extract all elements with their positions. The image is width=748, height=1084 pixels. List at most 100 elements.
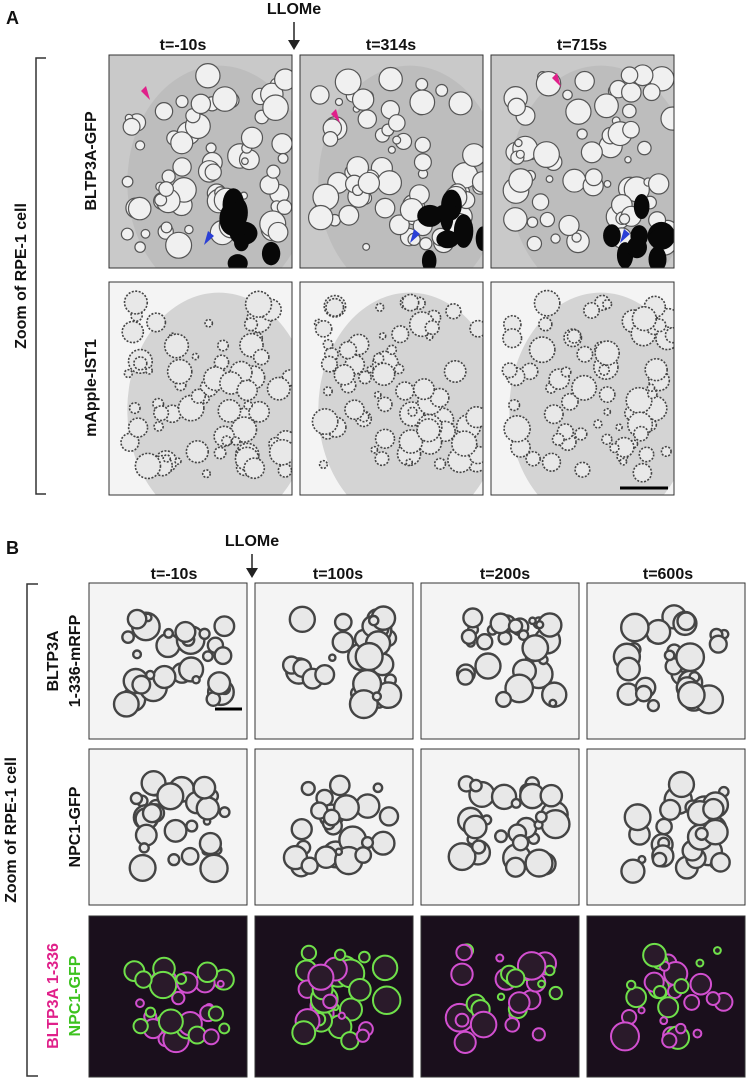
vesicle [123,290,149,315]
vesicle [443,359,467,383]
vesicle [637,1006,646,1015]
pointer-arrow [410,229,420,243]
vesicle [539,211,556,228]
vesicle [333,948,347,961]
vesicle [162,454,172,463]
vesicle [198,831,223,856]
vesicle [511,834,530,852]
vesicle [322,993,338,1010]
vesicle [216,979,225,988]
vesicle [510,797,522,809]
vesicle [277,463,292,478]
vesicle [127,196,152,221]
pointer-arrow [141,86,150,100]
vesicle [201,469,212,479]
vesicle [213,646,233,666]
vesicle [414,136,431,154]
vesicle [502,314,522,334]
vesicle [395,381,415,401]
vesicle [134,970,153,989]
micrograph [109,55,292,268]
vesicle [424,320,440,336]
vesicle [207,1005,224,1022]
vesicle [325,297,345,318]
image-frame [586,915,746,1078]
vesicle [631,305,657,332]
vesicle [156,782,185,811]
vesicle [398,429,424,454]
vesicle [651,851,668,868]
vesicle [375,302,385,312]
vesicle [267,221,289,243]
vesicle [462,814,488,840]
vesicle [354,641,384,672]
vesicle [548,985,563,1001]
vesicle [524,848,554,878]
vesicle [391,325,410,344]
micrograph [587,916,745,1077]
vesicle [371,985,402,1016]
micrograph [300,55,483,268]
vesicle [129,791,144,806]
vesicle [647,173,670,195]
vesicle [677,680,706,710]
vesicle [175,94,189,109]
vesicle [675,642,706,673]
vesicle [407,406,418,417]
vesicle [271,133,292,155]
vesicle [633,425,649,442]
vesicle [620,66,639,85]
vesicle [625,386,653,415]
image-frame [420,915,580,1078]
vesicle [141,802,163,824]
vesicle [571,232,582,243]
vesicle [358,950,371,964]
vesicle [240,126,264,149]
vesicle [160,221,173,234]
vesicle [401,293,420,312]
vesicle [562,89,573,101]
vesicle [207,671,232,696]
vesicle [358,370,372,385]
vesicle [204,163,222,181]
vesicle [134,140,146,151]
vesicle [561,392,579,411]
row-label: mApple-IST1 [83,339,100,437]
dense-puncta [475,226,483,251]
vesicle [276,199,292,215]
vesicle [574,70,595,92]
dense-puncta [633,193,650,220]
vesicle [490,783,518,811]
vesicle [236,379,259,402]
vesicle [574,427,588,441]
vesicle [598,386,616,404]
vesicle [566,329,582,344]
vesicle [334,847,344,857]
vesicle [489,612,512,635]
vesicle [419,237,433,251]
image-frame [299,54,484,269]
vesicle [243,400,253,411]
vesicle [583,301,600,319]
image-frame [586,582,746,740]
vesicle [534,810,548,824]
vesicle [331,630,355,654]
vesicle [507,398,521,412]
vesicle [300,856,319,875]
vesicle [455,943,473,962]
vesicle [412,378,436,401]
vesicle [126,608,148,630]
vesicle [163,627,174,639]
vesicle [348,689,379,720]
image-background [587,583,745,739]
vesicle [435,83,449,97]
vesicle [290,818,313,841]
dense-puncta [234,233,249,252]
vesicle [462,607,484,629]
vesicle [266,164,281,179]
vesicle [392,135,402,145]
vesicle [167,853,181,867]
dense-puncta [648,246,667,268]
vesicle [374,197,396,219]
